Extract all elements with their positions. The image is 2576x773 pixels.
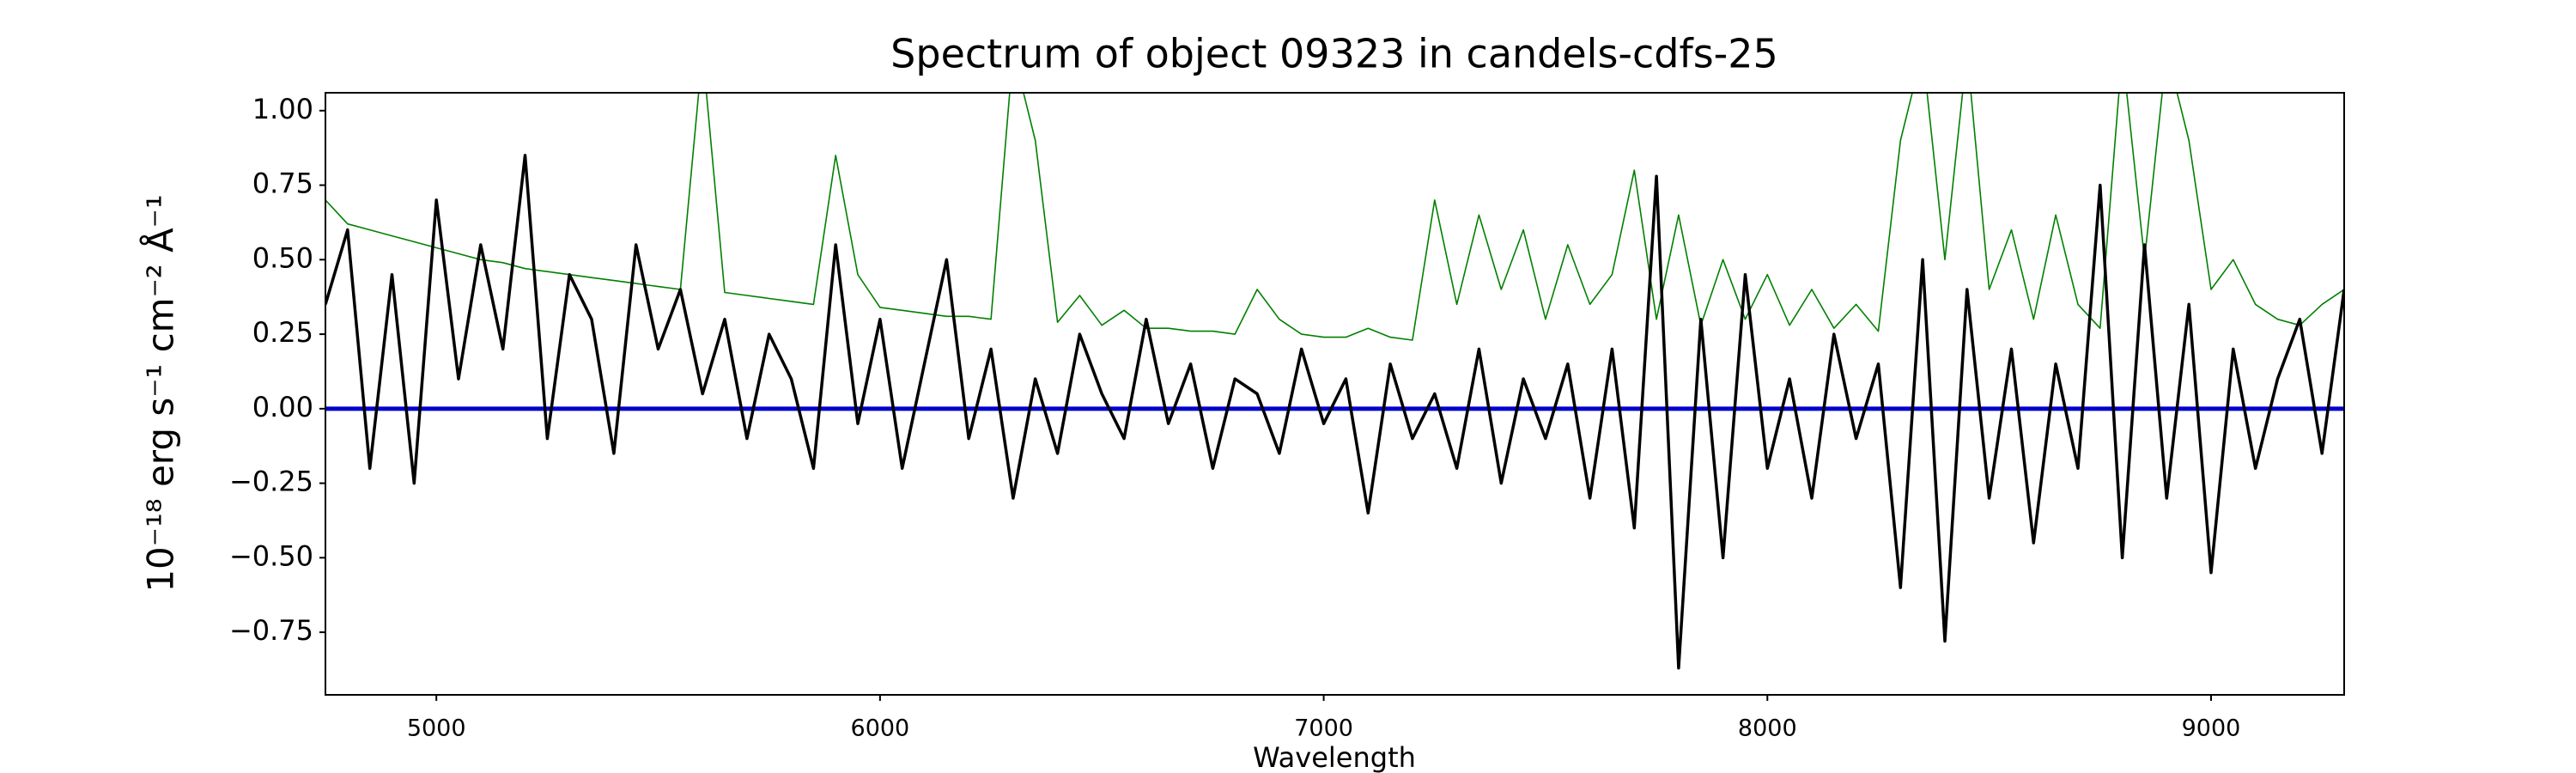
y-tick-label: −0.25 (229, 466, 313, 498)
plot-frame (325, 92, 2345, 696)
y-tick-label: 0.25 (252, 316, 313, 349)
chart-title: Spectrum of object 09323 in candels-cdfs… (890, 31, 1778, 77)
spectrum-line (325, 154, 2344, 670)
y-tick-label: 0.50 (252, 241, 313, 274)
x-tick-label: 8000 (1738, 715, 1797, 742)
x-axis-label: Wavelength (1253, 741, 1416, 773)
x-tick-label: 6000 (851, 715, 910, 742)
spectrum-line (325, 93, 2344, 341)
plot-area (325, 93, 2344, 670)
y-tick-label: 0.75 (252, 167, 313, 200)
y-tick-label: 0.00 (252, 391, 313, 423)
y-tick-label: 1.00 (252, 93, 313, 125)
y-axis-label: 10⁻¹⁸ erg s⁻¹ cm⁻² Å⁻¹ (139, 194, 182, 592)
x-tick-label: 9000 (2182, 715, 2241, 742)
y-tick-label: −0.75 (229, 614, 313, 647)
y-tick-label: −0.50 (229, 539, 313, 572)
x-tick-label: 5000 (407, 715, 466, 742)
x-tick-label: 7000 (1294, 715, 1353, 742)
